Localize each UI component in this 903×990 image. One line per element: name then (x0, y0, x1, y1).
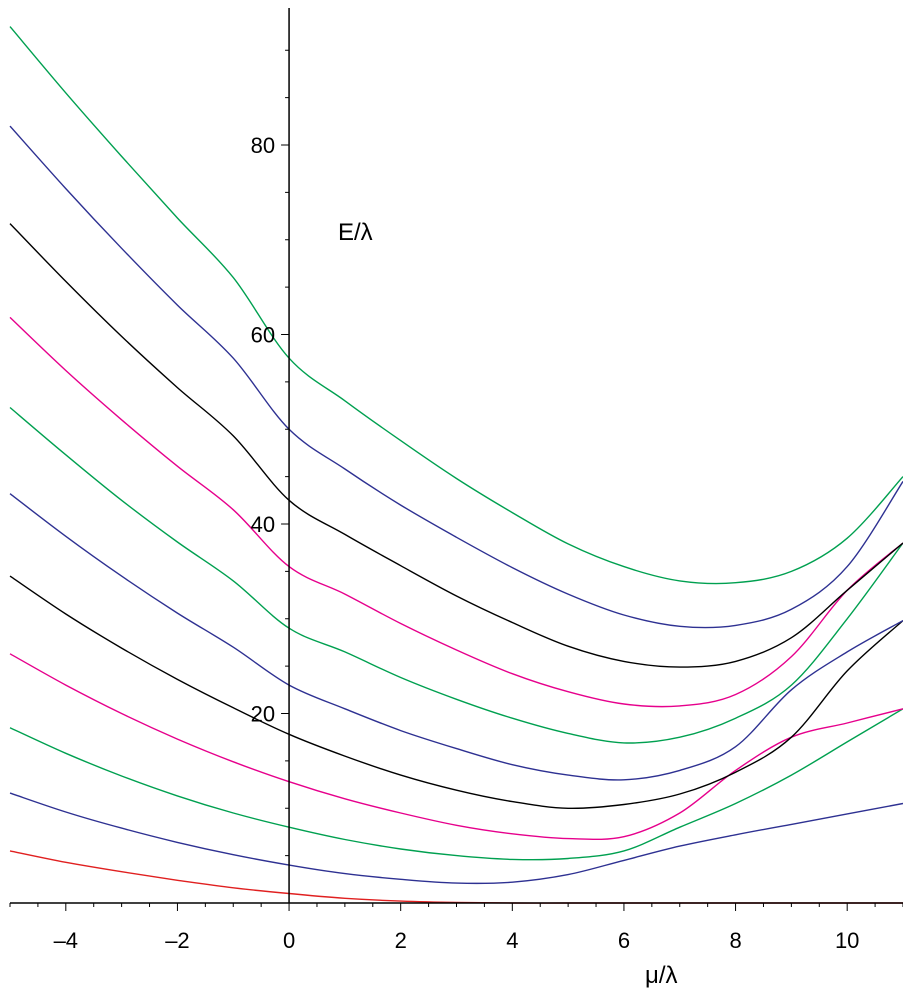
y-tick-label: 40 (251, 512, 275, 537)
y-tick-label: 80 (251, 133, 275, 158)
x-tick-label: 4 (506, 928, 518, 953)
axes (9, 8, 903, 911)
series-line-4 (9, 653, 903, 841)
y-tick-label: 20 (251, 702, 275, 727)
series-line-3 (9, 708, 903, 861)
series-line-6 (9, 493, 903, 781)
series-line-2 (9, 792, 903, 885)
series-line-7 (9, 406, 903, 744)
series-line-9 (9, 223, 903, 668)
x-tick-label: –2 (165, 928, 189, 953)
series-curves (9, 26, 903, 904)
series-line-1 (9, 850, 903, 904)
y-tick-label: 60 (251, 323, 275, 348)
x-tick-label: 8 (729, 928, 741, 953)
series-line-8 (9, 316, 903, 708)
series-line-5 (9, 575, 903, 810)
x-axis-label: μ/λ (645, 962, 678, 989)
series-line-10 (9, 125, 903, 629)
series-line-11 (9, 26, 903, 585)
x-tick-label: 2 (395, 928, 407, 953)
tick-labels: –4 –2 0 2 4 6 8 10 20 40 60 80 (54, 133, 860, 953)
x-tick-label: 6 (618, 928, 630, 953)
x-tick-label: 0 (283, 928, 295, 953)
x-tick-label: –4 (54, 928, 78, 953)
y-axis-label: E/λ (338, 219, 373, 246)
x-tick-label: 10 (835, 928, 859, 953)
